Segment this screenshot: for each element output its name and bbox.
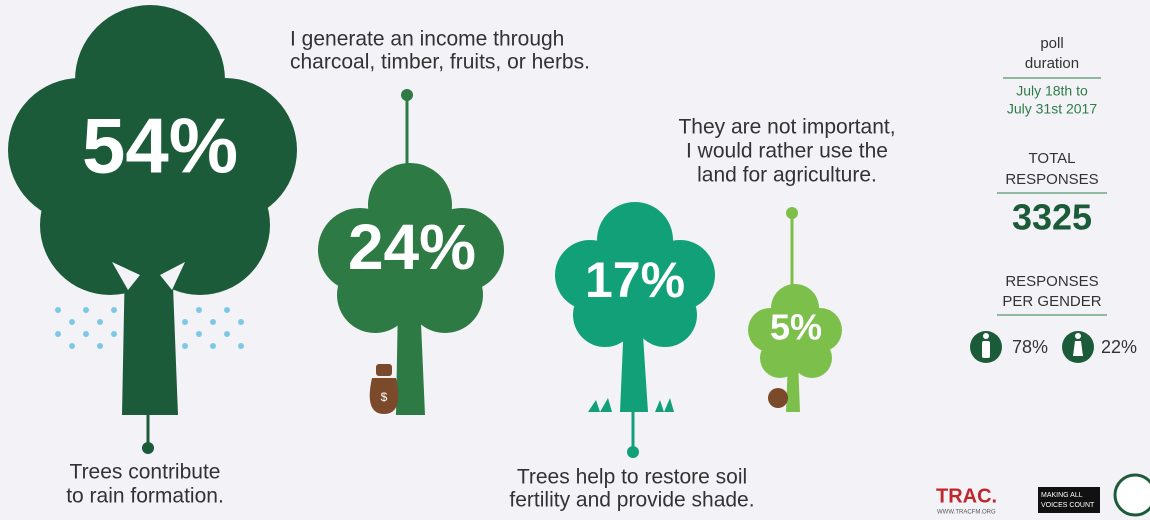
poll-dates: July 31st 2017 (1007, 101, 1097, 117)
rain (55, 307, 244, 349)
poll-label: poll (1040, 35, 1063, 52)
logo-mavc (1038, 487, 1100, 513)
tree-tiny (748, 207, 842, 412)
male-icon (970, 331, 1002, 363)
logo-url: WWW.TRACFM.ORG (937, 510, 996, 516)
total-label: TOTAL (1029, 150, 1076, 167)
percent: 17% (585, 252, 685, 308)
poll-label: duration (1025, 55, 1079, 72)
grass (588, 398, 674, 412)
caption: I generate an income through (290, 28, 564, 51)
male-percent: 78% (1012, 337, 1048, 357)
percent: 54% (82, 102, 238, 190)
caption: Trees help to restore soil (517, 466, 747, 489)
total-label: RESPONSES (1005, 171, 1098, 188)
svg-text:$: $ (381, 390, 388, 404)
gender-label: PER GENDER (1002, 293, 1101, 310)
logo-trac: TRAC. (936, 485, 997, 507)
percent: 24% (348, 211, 476, 283)
caption: fertility and provide shade. (509, 489, 754, 512)
caption: Trees contribute (70, 461, 221, 484)
female-percent: 22% (1101, 337, 1137, 357)
branch-gap (112, 262, 185, 290)
caption: They are not important, (678, 116, 895, 139)
female-icon (1062, 331, 1094, 363)
money-bag: $ (369, 364, 399, 414)
tree-medium (318, 89, 504, 415)
logo-seal (1113, 473, 1150, 517)
tree-large (8, 5, 297, 454)
caption: charcoal, timber, fruits, or herbs. (290, 51, 590, 74)
caption: I would rather use the (686, 140, 888, 163)
gender-label: RESPONSES (1005, 273, 1098, 290)
logo-mavc-text: VOICES COUNT (1041, 502, 1095, 509)
tree-small (555, 202, 715, 458)
total: 3325 (1012, 197, 1092, 238)
caption: to rain formation. (66, 485, 224, 508)
caption: land for agriculture. (697, 164, 877, 187)
percent: 5% (770, 307, 822, 348)
saw (768, 388, 788, 408)
logo-mavc-text: MAKING ALL (1041, 492, 1083, 499)
poll-dates: July 18th to (1016, 83, 1088, 99)
